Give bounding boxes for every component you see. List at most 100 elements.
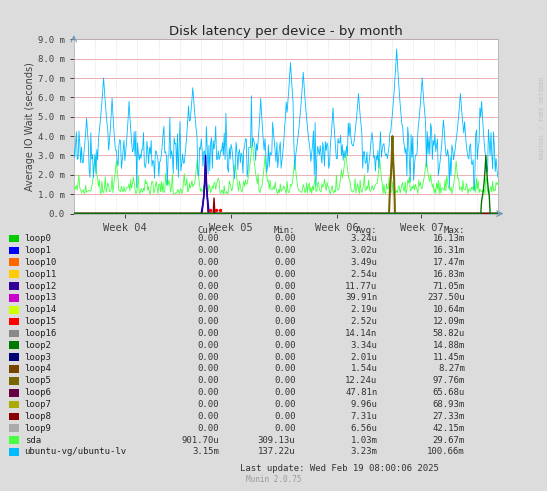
Text: 901.70u: 901.70u bbox=[181, 436, 219, 444]
Text: loop10: loop10 bbox=[25, 258, 57, 267]
Bar bbox=[9, 235, 19, 243]
Text: 71.05m: 71.05m bbox=[433, 281, 465, 291]
Text: 0.00: 0.00 bbox=[197, 294, 219, 302]
Text: sda: sda bbox=[25, 436, 40, 444]
Text: 9.96u: 9.96u bbox=[351, 400, 377, 409]
Text: loop9: loop9 bbox=[25, 424, 51, 433]
Text: loop13: loop13 bbox=[25, 294, 57, 302]
Text: 2.19u: 2.19u bbox=[351, 305, 377, 314]
Text: loop8: loop8 bbox=[25, 412, 51, 421]
Bar bbox=[9, 282, 19, 290]
Text: 100.66m: 100.66m bbox=[427, 447, 465, 457]
Text: 1.03m: 1.03m bbox=[351, 436, 377, 444]
Bar bbox=[9, 401, 19, 409]
Text: 29.67m: 29.67m bbox=[433, 436, 465, 444]
Text: 309.13u: 309.13u bbox=[258, 436, 295, 444]
Bar bbox=[9, 389, 19, 397]
Text: 42.15m: 42.15m bbox=[433, 424, 465, 433]
Bar bbox=[9, 306, 19, 314]
Text: 3.23m: 3.23m bbox=[351, 447, 377, 457]
Text: 14.14n: 14.14n bbox=[345, 329, 377, 338]
Bar bbox=[9, 318, 19, 326]
Text: loop2: loop2 bbox=[25, 341, 51, 350]
Text: 0.00: 0.00 bbox=[197, 281, 219, 291]
Text: 0.00: 0.00 bbox=[274, 246, 295, 255]
Text: Munin 2.0.75: Munin 2.0.75 bbox=[246, 475, 301, 484]
Text: 11.45m: 11.45m bbox=[433, 353, 465, 361]
Text: 3.15m: 3.15m bbox=[192, 447, 219, 457]
Text: 0.00: 0.00 bbox=[197, 353, 219, 361]
Text: 0.00: 0.00 bbox=[274, 317, 295, 326]
Text: loop5: loop5 bbox=[25, 376, 51, 385]
Text: 16.31m: 16.31m bbox=[433, 246, 465, 255]
Text: 0.00: 0.00 bbox=[197, 388, 219, 397]
Text: RRDTOOL / TOBI OETIKER: RRDTOOL / TOBI OETIKER bbox=[539, 77, 544, 159]
Text: Cur:: Cur: bbox=[197, 225, 219, 235]
Text: 0.00: 0.00 bbox=[274, 412, 295, 421]
Text: 27.33m: 27.33m bbox=[433, 412, 465, 421]
Text: 39.91n: 39.91n bbox=[345, 294, 377, 302]
Text: 0.00: 0.00 bbox=[274, 424, 295, 433]
Text: 0.00: 0.00 bbox=[197, 341, 219, 350]
Bar bbox=[9, 448, 19, 456]
Text: 1.54u: 1.54u bbox=[351, 364, 377, 374]
Text: 0.00: 0.00 bbox=[274, 281, 295, 291]
Text: 17.47m: 17.47m bbox=[433, 258, 465, 267]
Text: 0.00: 0.00 bbox=[274, 341, 295, 350]
Text: 2.01u: 2.01u bbox=[351, 353, 377, 361]
Title: Disk latency per device - by month: Disk latency per device - by month bbox=[169, 25, 403, 38]
Text: ubuntu-vg/ubuntu-lv: ubuntu-vg/ubuntu-lv bbox=[25, 447, 127, 457]
Text: Max:: Max: bbox=[444, 225, 465, 235]
Text: 0.00: 0.00 bbox=[274, 258, 295, 267]
Bar bbox=[9, 329, 19, 337]
Bar bbox=[9, 365, 19, 373]
Text: 0.00: 0.00 bbox=[197, 317, 219, 326]
Text: loop12: loop12 bbox=[25, 281, 57, 291]
Text: Avg:: Avg: bbox=[356, 225, 377, 235]
Text: 3.24u: 3.24u bbox=[351, 234, 377, 243]
Text: loop7: loop7 bbox=[25, 400, 51, 409]
Text: 16.13m: 16.13m bbox=[433, 234, 465, 243]
Text: Min:: Min: bbox=[274, 225, 295, 235]
Bar bbox=[9, 341, 19, 349]
Text: 6.56u: 6.56u bbox=[351, 424, 377, 433]
Bar bbox=[9, 294, 19, 302]
Text: 14.88m: 14.88m bbox=[433, 341, 465, 350]
Text: 0.00: 0.00 bbox=[274, 329, 295, 338]
Text: 65.68u: 65.68u bbox=[433, 388, 465, 397]
Text: 0.00: 0.00 bbox=[274, 364, 295, 374]
Text: 7.31u: 7.31u bbox=[351, 412, 377, 421]
Y-axis label: Average IO Wait (seconds): Average IO Wait (seconds) bbox=[25, 62, 35, 191]
Text: 0.00: 0.00 bbox=[197, 234, 219, 243]
Text: loop14: loop14 bbox=[25, 305, 57, 314]
Text: loop6: loop6 bbox=[25, 388, 51, 397]
Text: loop0: loop0 bbox=[25, 234, 51, 243]
Text: 11.77u: 11.77u bbox=[345, 281, 377, 291]
Text: 0.00: 0.00 bbox=[274, 294, 295, 302]
Text: 2.54u: 2.54u bbox=[351, 270, 377, 279]
Text: 237.50u: 237.50u bbox=[427, 294, 465, 302]
Text: 10.64m: 10.64m bbox=[433, 305, 465, 314]
Text: loop16: loop16 bbox=[25, 329, 57, 338]
Text: 0.00: 0.00 bbox=[197, 376, 219, 385]
Text: 58.82u: 58.82u bbox=[433, 329, 465, 338]
Text: 3.34u: 3.34u bbox=[351, 341, 377, 350]
Text: 2.52u: 2.52u bbox=[351, 317, 377, 326]
Text: 0.00: 0.00 bbox=[197, 329, 219, 338]
Text: 8.27m: 8.27m bbox=[438, 364, 465, 374]
Text: 137.22u: 137.22u bbox=[258, 447, 295, 457]
Text: 0.00: 0.00 bbox=[274, 376, 295, 385]
Bar bbox=[9, 246, 19, 254]
Text: 3.02u: 3.02u bbox=[351, 246, 377, 255]
Text: 0.00: 0.00 bbox=[197, 412, 219, 421]
Text: 12.24u: 12.24u bbox=[345, 376, 377, 385]
Bar bbox=[9, 436, 19, 444]
Text: 0.00: 0.00 bbox=[197, 400, 219, 409]
Text: loop4: loop4 bbox=[25, 364, 51, 374]
Bar bbox=[9, 377, 19, 384]
Bar bbox=[9, 353, 19, 361]
Text: 3.49u: 3.49u bbox=[351, 258, 377, 267]
Text: 68.93m: 68.93m bbox=[433, 400, 465, 409]
Text: 0.00: 0.00 bbox=[197, 246, 219, 255]
Text: 0.00: 0.00 bbox=[197, 424, 219, 433]
